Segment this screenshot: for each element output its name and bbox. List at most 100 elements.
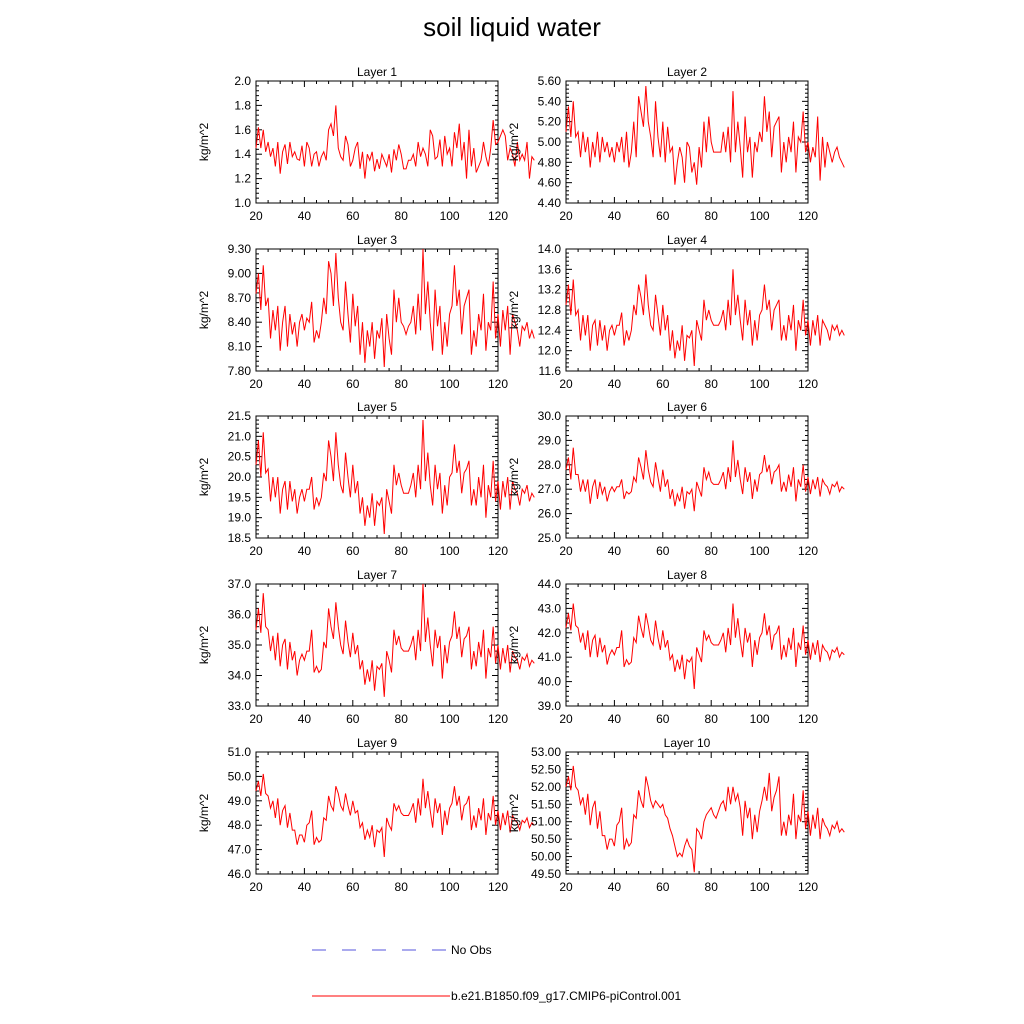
panel-title: Layer 10 (664, 736, 711, 750)
x-tick-label: 120 (488, 544, 508, 558)
y-tick-label: 9.00 (228, 266, 252, 280)
plot-frame (255, 248, 499, 372)
y-tick-label: 5.60 (538, 74, 562, 88)
x-tick-label: 80 (705, 544, 719, 558)
panel-9: Layer 9 20 40 60 80 100 120 46.0 47.0 48.0 49.0 50.… (197, 736, 535, 894)
x-tick-label: 60 (656, 377, 670, 391)
x-tick-label: 120 (798, 377, 818, 391)
panel-3: Layer 3 20 40 60 80 100 120 7.80 8.10 8.40 8.70 9.0… (197, 233, 535, 391)
x-tick-label: 80 (705, 880, 719, 894)
y-tick-label: 13.6 (538, 262, 562, 276)
y-tick-label: 28.0 (538, 458, 562, 472)
series-line (565, 269, 845, 366)
y-tick-label: 1.0 (234, 196, 251, 210)
y-tick-label: 25.0 (538, 531, 562, 545)
x-tick-label: 120 (488, 377, 508, 391)
y-tick-label: 21.0 (228, 429, 252, 443)
series-line (565, 603, 845, 689)
y-axis-label: kg/m^2 (197, 123, 211, 162)
series-line (255, 583, 535, 697)
panel-title: Layer 8 (667, 568, 707, 582)
x-tick-label: 120 (488, 880, 508, 894)
series-line (565, 440, 845, 512)
y-tick-label: 49.0 (228, 794, 252, 808)
plot-frame (255, 751, 499, 875)
y-tick-label: 52.00 (531, 780, 561, 794)
plot-frame (565, 248, 809, 372)
x-tick-label: 120 (488, 712, 508, 726)
x-tick-label: 40 (298, 377, 312, 391)
y-tick-label: 42.0 (538, 626, 562, 640)
x-tick-label: 60 (656, 544, 670, 558)
legend-item: b.e21.B1850.f09_g17.CMIP6-piControl.001 (312, 989, 681, 1003)
y-tick-label: 12.8 (538, 303, 562, 317)
y-tick-label: 8.10 (228, 340, 252, 354)
series-line (255, 105, 535, 179)
y-tick-label: 5.20 (538, 115, 562, 129)
y-tick-label: 11.6 (539, 364, 562, 378)
y-tick-label: 50.00 (531, 850, 561, 864)
series-line (255, 248, 535, 367)
y-axis-label: kg/m^2 (507, 123, 521, 162)
y-axis-label: kg/m^2 (197, 626, 211, 665)
y-tick-label: 20.0 (228, 470, 252, 484)
y-tick-label: 52.50 (531, 762, 561, 776)
y-tick-label: 27.0 (538, 482, 562, 496)
y-tick-label: 8.70 (228, 291, 252, 305)
y-tick-label: 29.0 (538, 433, 562, 447)
y-tick-label: 41.0 (538, 650, 562, 664)
y-tick-label: 50.50 (531, 832, 561, 846)
y-tick-label: 14.0 (538, 242, 562, 256)
x-tick-label: 100 (440, 880, 460, 894)
x-tick-label: 120 (488, 209, 508, 223)
x-tick-label: 20 (559, 377, 573, 391)
x-tick-label: 60 (346, 544, 360, 558)
y-tick-label: 43.0 (538, 601, 562, 615)
x-tick-label: 100 (750, 377, 770, 391)
y-tick-label: 51.00 (531, 815, 561, 829)
panel-6: Layer 6 20 40 60 80 100 120 25.0 26.0 27.0 28.0 29.… (507, 400, 845, 558)
y-tick-label: 9.30 (228, 242, 252, 256)
x-tick-label: 20 (559, 544, 573, 558)
y-tick-label: 13.2 (538, 283, 562, 297)
x-tick-label: 60 (656, 712, 670, 726)
x-tick-label: 40 (298, 209, 312, 223)
y-tick-label: 5.40 (538, 94, 562, 108)
y-tick-label: 46.0 (228, 867, 252, 881)
x-tick-label: 20 (249, 377, 263, 391)
x-tick-label: 20 (559, 712, 573, 726)
y-tick-label: 39.0 (538, 699, 562, 713)
y-tick-label: 30.0 (538, 409, 562, 423)
y-tick-label: 40.0 (538, 675, 562, 689)
x-tick-label: 100 (440, 544, 460, 558)
plot-frame (565, 415, 809, 539)
y-tick-label: 37.0 (228, 577, 252, 591)
panel-title: Layer 7 (357, 568, 397, 582)
y-tick-label: 1.6 (234, 123, 251, 137)
x-tick-label: 20 (559, 209, 573, 223)
x-tick-label: 60 (346, 209, 360, 223)
y-tick-label: 4.60 (538, 176, 562, 190)
y-axis-label: kg/m^2 (507, 458, 521, 497)
figure-title: soil liquid water (423, 12, 601, 42)
x-tick-label: 120 (798, 712, 818, 726)
x-tick-label: 100 (440, 712, 460, 726)
panel-4: Layer 4 20 40 60 80 100 120 11.6 12.0 12.4 12.8 13.… (507, 233, 845, 391)
y-axis-label: kg/m^2 (507, 794, 521, 833)
y-tick-label: 50.0 (228, 769, 252, 783)
x-tick-label: 60 (346, 712, 360, 726)
legend: No Obs b.e21.B1850.f09_g17.CMIP6-piContro… (312, 943, 681, 1003)
panel-8: Layer 8 20 40 60 80 100 120 39.0 40.0 41.0 42.0 43.… (507, 568, 845, 726)
y-axis-label: kg/m^2 (507, 626, 521, 665)
x-tick-label: 60 (656, 880, 670, 894)
x-tick-label: 120 (798, 880, 818, 894)
y-tick-label: 51.0 (228, 745, 252, 759)
y-tick-label: 4.80 (538, 155, 562, 169)
y-tick-label: 51.50 (531, 797, 561, 811)
x-tick-label: 20 (559, 880, 573, 894)
y-axis-label: kg/m^2 (197, 458, 211, 497)
x-tick-label: 80 (705, 209, 719, 223)
x-tick-label: 120 (798, 209, 818, 223)
y-tick-label: 19.0 (228, 511, 252, 525)
panel-title: Layer 5 (357, 400, 397, 414)
